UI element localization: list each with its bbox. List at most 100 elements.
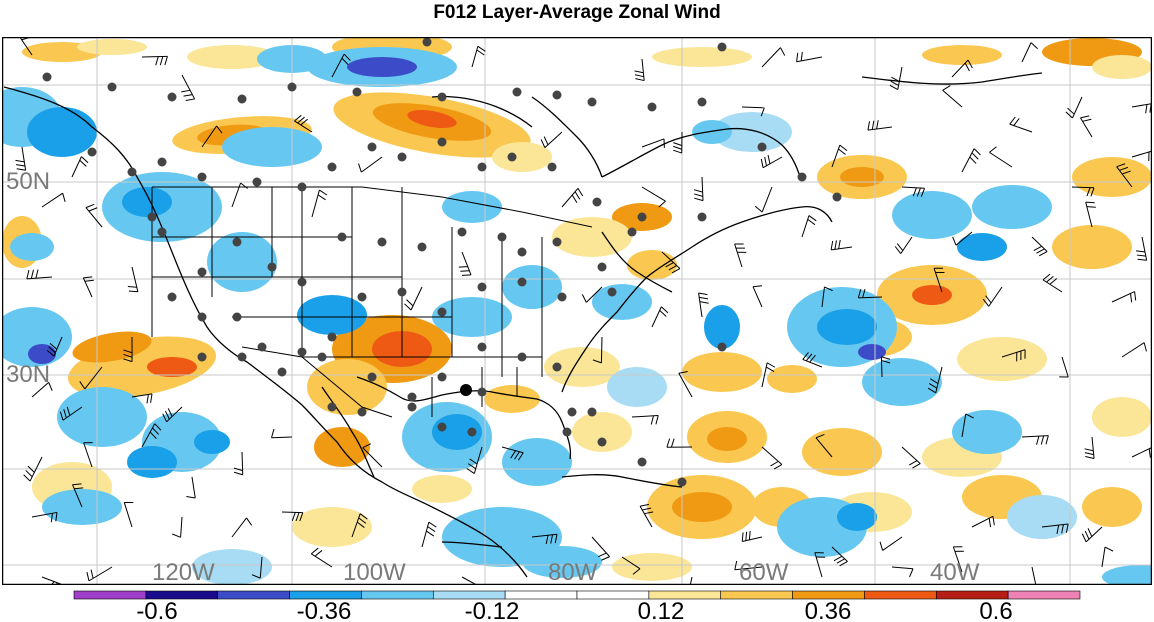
wind-barb (1071, 186, 1095, 197)
wind-barb (698, 292, 709, 318)
wind-barb (651, 306, 669, 328)
wind-barb (1111, 291, 1137, 303)
wind-barb (831, 546, 848, 567)
colorbar: -0.6 -0.36 -0.12 0.12 0.36 0.6 (73, 590, 1081, 622)
wind-barb (741, 530, 763, 543)
wind-barb (889, 66, 903, 90)
wind-barb (86, 566, 113, 582)
colorbar-label-2: -0.12 (465, 598, 520, 622)
wind-barb (26, 269, 53, 280)
wind-barb (678, 371, 693, 398)
wind-barb (867, 120, 893, 131)
wind-barb (1131, 150, 1152, 161)
wind-barb (631, 414, 659, 425)
wind-barb (79, 366, 103, 390)
wind-barb (362, 443, 383, 468)
wind-barb (830, 239, 853, 251)
colorbar-swatch (73, 590, 147, 600)
wind-barb (891, 566, 914, 578)
wind-barb (752, 285, 763, 308)
wind-barb (821, 286, 833, 308)
wind-barb (123, 501, 134, 528)
wind-barb (814, 552, 826, 578)
wind-barb (933, 267, 945, 293)
wind-map: 50N 30N 120W 100W 80W 60W 40W (2, 37, 1152, 585)
wind-barb (592, 336, 603, 364)
wind-barb (181, 74, 196, 101)
lon-label-120w: 120W (152, 559, 215, 585)
wind-barb (421, 521, 437, 548)
colorbar-swatch (217, 590, 290, 600)
wind-barb (901, 186, 926, 197)
colorbar-label-5: 0.6 (979, 598, 1012, 622)
wind-barb (666, 438, 693, 448)
wind-barb (461, 576, 478, 585)
highlighted-station (460, 384, 472, 396)
wind-barb (540, 131, 563, 149)
wind-barb (31, 511, 58, 523)
wind-barb (201, 125, 223, 148)
wind-barb (734, 560, 763, 571)
political-borders (151, 186, 593, 418)
wind-barb (961, 413, 974, 438)
wind-barb (141, 423, 162, 448)
wind-barb (71, 156, 89, 178)
wind-barb (1101, 546, 1114, 568)
wind-barb (815, 433, 833, 458)
wind-barb (1001, 349, 1026, 362)
colorbar-label-4: 0.36 (805, 598, 852, 622)
wind-barb (141, 55, 168, 66)
wind-barb (186, 476, 196, 499)
wind-barb (271, 428, 293, 439)
wind-barb (581, 286, 603, 303)
wind-barb (59, 406, 83, 421)
wind-barb (311, 189, 328, 218)
wind-barb (83, 442, 93, 468)
wind-barb (162, 406, 183, 423)
wind-barb (802, 352, 823, 368)
wind-barb (1031, 236, 1048, 257)
wind-barb (989, 146, 1013, 168)
colorbar-swatch (864, 590, 937, 600)
wind-barb (952, 546, 964, 573)
lat-label-30n: 30N (6, 361, 50, 388)
wind-barb (85, 203, 103, 228)
wind-barb (879, 536, 903, 551)
wind-barb (233, 451, 244, 476)
coastlines (3, 72, 1043, 578)
wind-barb (591, 536, 610, 561)
wind-barb (761, 47, 786, 68)
wind-barb (754, 186, 773, 213)
wind-barb (466, 446, 483, 474)
wind-barb (1135, 236, 1148, 261)
wind-barb (982, 286, 1003, 307)
wind-barb (281, 511, 304, 522)
wind-barb (231, 182, 249, 208)
wind-barb (351, 513, 368, 538)
wind-barb (831, 144, 848, 168)
wind-barb (761, 362, 776, 388)
wind-barb (251, 556, 263, 579)
wind-barb (942, 85, 963, 108)
wind-barb (1116, 163, 1133, 188)
wind-barb (971, 515, 995, 528)
wind-barb (131, 393, 153, 404)
lat-label-50n: 50N (6, 168, 50, 195)
wind-barb (72, 483, 84, 508)
wind-barb (734, 243, 747, 268)
wind-barb (741, 106, 765, 117)
wind-barb (15, 146, 27, 171)
wind-barb (458, 251, 472, 276)
wind-barb (1021, 435, 1049, 445)
wind-barb (1041, 523, 1069, 534)
wind-barb (231, 517, 253, 538)
colorbar-label-3: 0.12 (638, 598, 685, 622)
wind-barb (531, 533, 558, 545)
wind-barb (1121, 342, 1147, 358)
wind-barb (689, 576, 693, 585)
wind-barb (761, 446, 783, 470)
wind-barb (1065, 96, 1083, 119)
wind-barb (801, 215, 817, 238)
wind-barb (641, 138, 665, 148)
wind-barb (951, 59, 973, 78)
